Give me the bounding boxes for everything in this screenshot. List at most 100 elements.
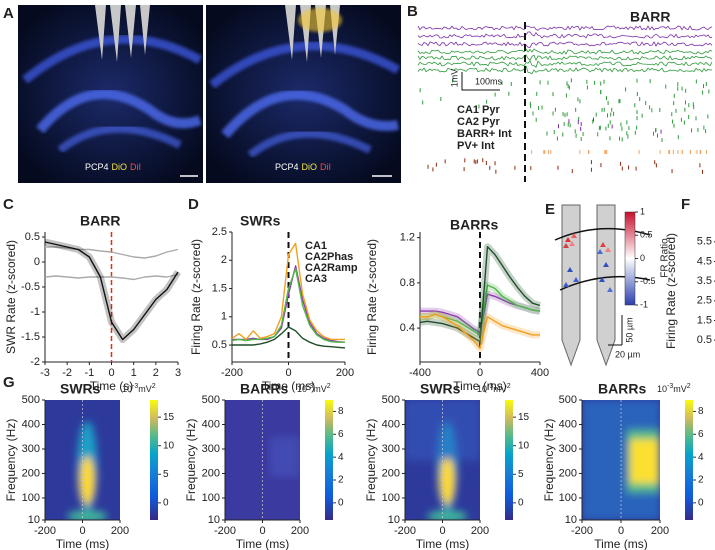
y-tick-label: -0.5 <box>21 281 40 293</box>
scale-label: 50 µm <box>624 317 634 342</box>
chart-title: SWRs <box>240 213 281 229</box>
panel-label: C <box>3 196 14 213</box>
y-tick-label: 0.4 <box>400 322 415 334</box>
colorbar <box>325 400 333 520</box>
y-tick-label: 100 <box>382 492 400 504</box>
chart-title: BARRs <box>240 381 288 397</box>
y-tick-label: 1 <box>221 311 227 323</box>
heatmap-image <box>270 436 300 477</box>
colorbar-tick-label: 1 <box>640 206 645 216</box>
stain-name: DiO <box>302 162 318 172</box>
colorbar <box>685 400 693 520</box>
scale-label: 1mV <box>449 69 459 88</box>
colorbar-tick-label: 10 <box>163 440 175 451</box>
y-tick-label: 100 <box>202 492 220 504</box>
colorbar-tick-label: 0 <box>640 253 645 263</box>
unit-marker <box>567 267 573 272</box>
x-tick-label: 0 <box>285 367 291 379</box>
unit-base: 10 <box>122 384 132 394</box>
unit-marker <box>599 277 605 282</box>
x-tick-label: -400 <box>409 367 431 379</box>
panel-label: A <box>3 5 14 22</box>
y-tick-label: 3.5 <box>697 275 712 287</box>
colorbar-unit: 10-3mV2 <box>477 383 511 395</box>
colorbar-tick-label: 15 <box>518 412 530 423</box>
unit-marker <box>563 243 569 248</box>
y-tick-label: 400 <box>22 418 40 430</box>
stain-name: PCP4 <box>85 162 109 172</box>
unit-marker <box>607 287 613 292</box>
power-blob <box>67 510 108 520</box>
chart-title: SWRs <box>60 381 101 397</box>
chart-title: BARRs <box>598 381 646 397</box>
y-tick-label: 0 <box>34 256 40 268</box>
y-tick-label: 300 <box>202 443 220 455</box>
y-tick-label: 10 <box>565 514 577 526</box>
colorbar-unit: 10-3mV2 <box>657 383 691 395</box>
colorbar-unit: 10-3mV2 <box>122 383 156 395</box>
trace <box>417 31 713 39</box>
panel-label: D <box>188 196 199 213</box>
y-tick-label: 100 <box>22 492 40 504</box>
y-tick-label: 0.5 <box>25 231 40 243</box>
y-tick-label: 300 <box>559 443 577 455</box>
unit-marker <box>597 249 603 254</box>
panel-label: B <box>407 3 418 20</box>
chart-title: BARR <box>80 213 120 229</box>
unit-marker <box>565 237 571 242</box>
colorbar <box>150 400 158 520</box>
colorbar-tick-label: 6 <box>338 429 344 440</box>
colorbar-tick-label: 4 <box>338 452 344 463</box>
x-tick-label: -3 <box>40 367 50 379</box>
y-tick-label: -2 <box>30 356 40 368</box>
y-axis-label: SWR Rate (z-scored) <box>4 240 18 354</box>
panel-label: F <box>681 196 690 213</box>
panel-e-probes <box>554 204 651 367</box>
x-tick-label: 3 <box>175 367 181 379</box>
y-axis-label: Firing Rate (z-scored) <box>365 239 379 355</box>
y-tick-label: 200 <box>382 467 400 479</box>
legend-entry: CA3 <box>305 273 327 285</box>
colorbar-tick-label: 2 <box>338 475 344 486</box>
x-tick-label: 200 <box>291 525 309 537</box>
unit-marker <box>569 241 575 246</box>
x-tick-label: 2 <box>153 367 159 379</box>
power-blob <box>439 456 456 505</box>
panel-label: E <box>545 201 555 218</box>
y-tick-label: 500 <box>559 394 577 406</box>
y-tick-label: 10 <box>28 514 40 526</box>
x-axis-label: Time (ms) <box>453 379 507 393</box>
y-tick-label: 0.5 <box>212 339 227 351</box>
stain-name: DiI <box>320 162 331 172</box>
unit: mV <box>673 384 687 394</box>
y-tick-label: 100 <box>559 492 577 504</box>
power-blob <box>629 439 660 484</box>
y-tick-label: 300 <box>22 443 40 455</box>
colorbar-unit: 10-3mV2 <box>297 383 331 395</box>
x-axis-label: Time (ms) <box>416 537 470 550</box>
unit-exp: -3 <box>487 383 493 390</box>
x-tick-label: -200 <box>34 525 56 537</box>
y-tick-label: 200 <box>559 467 577 479</box>
x-tick-label: 0 <box>618 525 624 537</box>
y-axis-label: Frequency (Hz) <box>4 419 18 502</box>
unit: mV <box>138 384 152 394</box>
x-axis-label: Time (s) <box>90 379 134 393</box>
y-tick-label: 300 <box>382 443 400 455</box>
x-tick-label: 1 <box>131 367 137 379</box>
unit-base: 10 <box>297 384 307 394</box>
stain-name: DiO <box>112 162 128 172</box>
colorbar-label: FR Ratio <box>660 238 671 278</box>
x-axis-label: Time (ms) <box>236 537 290 550</box>
line <box>45 246 179 259</box>
line <box>419 246 541 343</box>
y-tick-label: 2 <box>221 254 227 266</box>
unit-marker <box>600 242 606 247</box>
x-axis-label: Time (ms) <box>56 537 110 550</box>
y-tick-label: 400 <box>202 418 220 430</box>
colorbar-tick-label: 5 <box>163 469 169 480</box>
y-tick-label: 2.5 <box>697 295 712 307</box>
legend-entry: CA1 Pyr <box>457 104 501 116</box>
colorbar-tick-label: 8 <box>338 406 344 417</box>
